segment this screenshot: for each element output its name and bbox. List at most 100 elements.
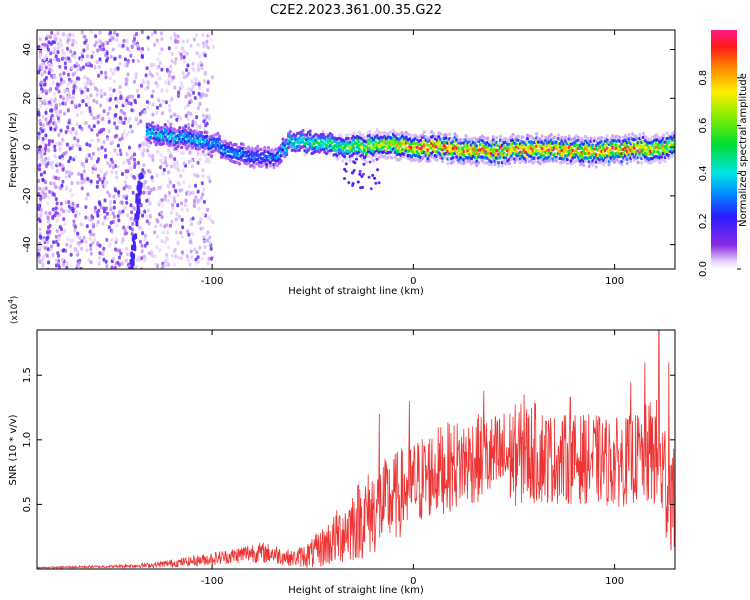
noise-cell	[85, 224, 89, 229]
noise-cell	[51, 80, 55, 85]
noise-cell	[64, 200, 68, 205]
signal-cell	[426, 148, 430, 152]
noise-cell	[117, 218, 121, 223]
signal-cell	[509, 154, 513, 158]
noise-cell	[49, 181, 53, 186]
noise-cell	[80, 186, 84, 191]
noise-cell	[202, 239, 206, 244]
noise-cell	[166, 261, 170, 266]
noise-cell	[177, 182, 181, 187]
noise-cell	[157, 98, 161, 103]
noise-cell	[162, 167, 166, 172]
noise-cell	[77, 103, 81, 108]
noise-cell	[54, 206, 58, 211]
noise-cell	[124, 57, 127, 62]
signal-cell	[439, 132, 443, 136]
noise-cell	[189, 217, 193, 222]
noise-cell	[154, 80, 158, 85]
noise-cell	[110, 265, 114, 269]
noise-cell	[71, 32, 75, 37]
noise-cell	[164, 160, 167, 165]
noise-cell	[39, 98, 42, 103]
noise-cell	[110, 238, 114, 243]
noise-cell	[63, 222, 67, 226]
x-tick-label: 0	[410, 576, 416, 587]
noise-cell	[89, 93, 93, 98]
noise-cell	[40, 158, 44, 163]
noise-cell	[114, 188, 118, 193]
noise-cell	[187, 86, 191, 91]
noise-cell	[148, 153, 152, 158]
noise-cell	[192, 204, 196, 208]
noise-cell	[202, 41, 206, 46]
noise-cell	[88, 106, 92, 111]
noise-cell	[48, 211, 52, 216]
noise-cell	[78, 124, 82, 129]
noise-cell	[47, 195, 51, 200]
noise-cell	[176, 240, 180, 245]
noise-cell	[46, 230, 50, 235]
noise-cell	[195, 260, 198, 265]
signal-cell	[288, 130, 292, 134]
noise-cell	[166, 198, 170, 203]
noise-cell	[129, 266, 133, 269]
noise-cell	[43, 100, 47, 105]
noise-cell	[206, 207, 210, 212]
noise-cell	[63, 111, 67, 116]
noise-cell	[55, 169, 59, 173]
noise-cell	[56, 41, 60, 46]
noise-cell	[80, 173, 84, 178]
noise-cell	[114, 237, 118, 242]
noise-cell	[172, 184, 176, 188]
noise-cell	[119, 251, 123, 256]
noise-cell	[109, 97, 113, 102]
signal-cell	[390, 156, 394, 160]
noise-cell	[133, 165, 137, 169]
noise-cell	[51, 207, 55, 212]
noise-cell	[61, 101, 65, 106]
noise-cell	[164, 262, 167, 267]
noise-cell	[165, 163, 169, 168]
signal-cell	[191, 134, 194, 138]
noise-cell	[55, 57, 59, 62]
x-tick-label: 0	[410, 276, 416, 287]
noise-cell	[129, 166, 133, 171]
noise-cell	[127, 130, 131, 135]
noise-cell	[106, 217, 109, 222]
signal-cell	[591, 149, 595, 153]
noise-cell	[153, 230, 157, 235]
signal-cell	[665, 131, 669, 135]
noise-cell	[167, 177, 171, 182]
noise-cell	[37, 110, 41, 115]
noise-cell	[114, 125, 118, 130]
noise-cell	[167, 170, 171, 175]
signal-cell	[353, 161, 357, 165]
noise-cell	[108, 203, 112, 208]
noise-cell	[44, 89, 48, 94]
noise-cell	[96, 120, 100, 125]
signal-cell	[343, 146, 347, 150]
noise-cell	[57, 176, 61, 181]
noise-cell	[189, 112, 193, 116]
noise-cell	[128, 185, 132, 190]
signal-cell	[455, 143, 459, 147]
signal-cell	[493, 162, 497, 167]
noise-cell	[44, 164, 48, 169]
noise-cell	[47, 225, 50, 230]
noise-cell	[47, 142, 51, 147]
noise-cell	[55, 228, 59, 233]
y-tick-label: -40	[22, 236, 33, 252]
noise-cell	[87, 124, 91, 129]
signal-cell	[341, 149, 345, 153]
noise-cell	[39, 103, 43, 108]
noise-cell	[138, 173, 142, 180]
signal-cell	[191, 146, 194, 150]
noise-cell	[102, 140, 106, 145]
noise-cell	[185, 51, 189, 56]
signal-cell	[149, 141, 153, 145]
noise-cell	[180, 201, 183, 206]
noise-cell	[202, 44, 206, 49]
noise-cell	[121, 132, 124, 137]
noise-cell	[104, 75, 108, 80]
noise-cell	[163, 240, 167, 245]
